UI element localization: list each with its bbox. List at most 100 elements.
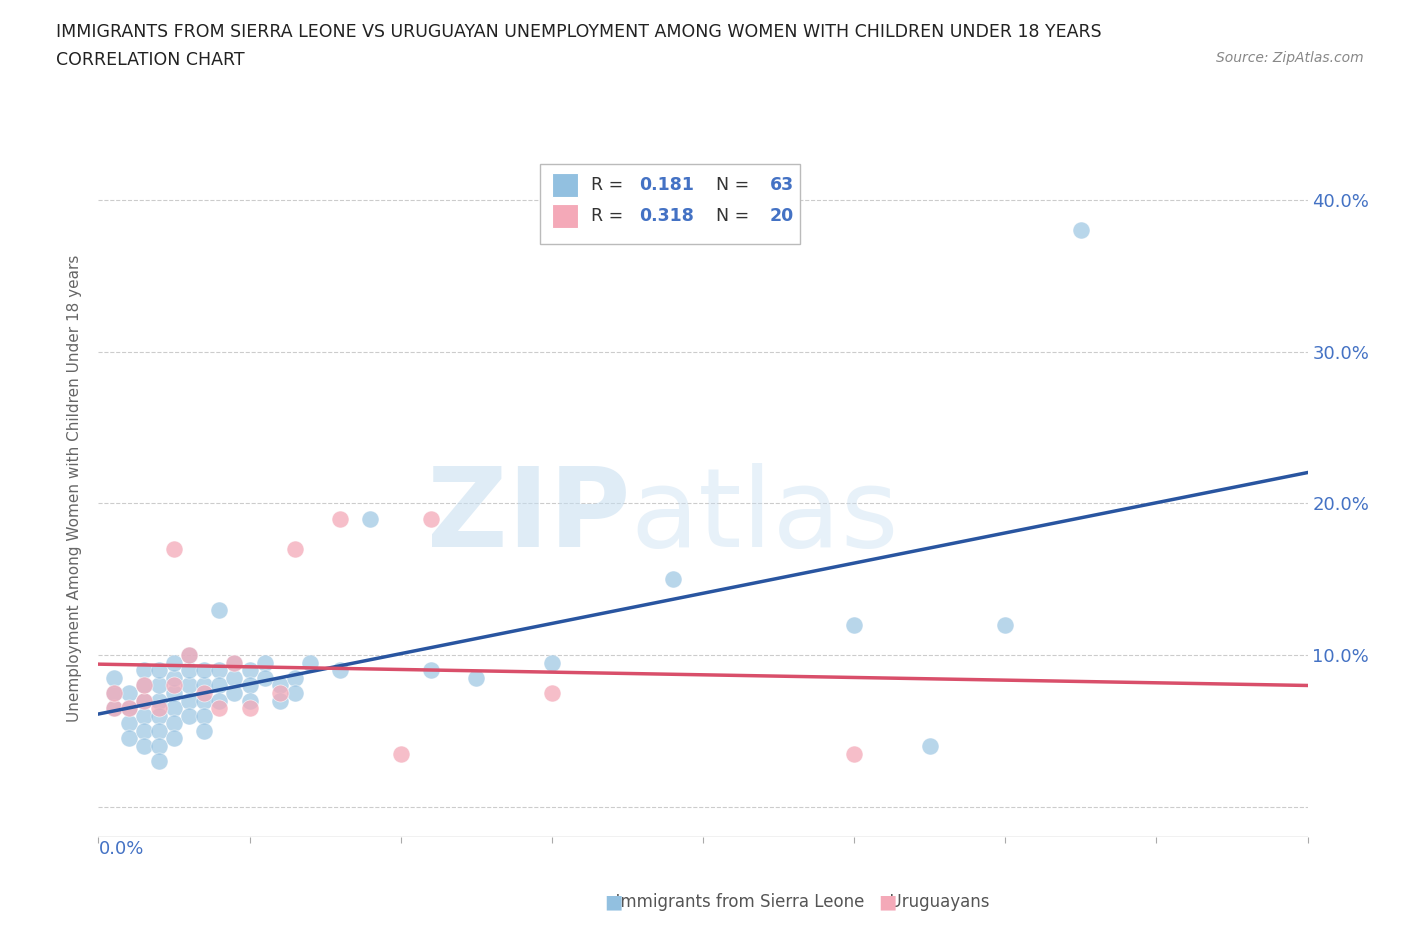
Point [1070, 223, 1092, 238]
Point [132, 693, 155, 708]
Point [284, 541, 307, 556]
Point [132, 663, 155, 678]
Point [208, 693, 231, 708]
Point [541, 685, 564, 700]
Point [208, 678, 231, 693]
Point [844, 746, 866, 761]
Point [132, 724, 155, 738]
Point [118, 731, 141, 746]
Point [103, 700, 125, 715]
Text: 0.181: 0.181 [638, 176, 695, 193]
Point [148, 709, 170, 724]
Point [118, 685, 141, 700]
Text: 0.0%: 0.0% [98, 841, 143, 858]
Point [269, 678, 291, 693]
Point [329, 663, 352, 678]
Point [193, 685, 215, 700]
Point [179, 663, 201, 678]
Point [239, 678, 262, 693]
Point [329, 512, 352, 526]
Point [148, 738, 170, 753]
Text: ■: ■ [879, 893, 897, 911]
Text: ZIP: ZIP [427, 462, 630, 570]
Point [224, 656, 246, 671]
Text: 0.318: 0.318 [638, 207, 693, 225]
Point [193, 663, 215, 678]
Point [148, 663, 170, 678]
Point [163, 716, 186, 731]
FancyBboxPatch shape [553, 173, 578, 197]
Point [239, 693, 262, 708]
Point [253, 671, 276, 685]
Text: 63: 63 [769, 176, 793, 193]
Text: atlas: atlas [630, 462, 898, 570]
Point [420, 663, 443, 678]
Text: N =: N = [706, 207, 755, 225]
Text: Immigrants from Sierra Leone: Immigrants from Sierra Leone [605, 893, 863, 911]
Point [118, 700, 141, 715]
Point [148, 693, 170, 708]
Point [132, 738, 155, 753]
Point [224, 656, 246, 671]
Point [269, 693, 291, 708]
Point [239, 700, 262, 715]
Point [163, 731, 186, 746]
Point [163, 671, 186, 685]
Point [844, 618, 866, 632]
Point [239, 663, 262, 678]
Point [208, 663, 231, 678]
Point [103, 685, 125, 700]
Point [103, 685, 125, 700]
Point [132, 693, 155, 708]
Point [360, 512, 382, 526]
Point [163, 700, 186, 715]
Point [193, 724, 215, 738]
Point [224, 685, 246, 700]
Point [918, 738, 941, 753]
Point [103, 671, 125, 685]
Point [179, 678, 201, 693]
Text: IMMIGRANTS FROM SIERRA LEONE VS URUGUAYAN UNEMPLOYMENT AMONG WOMEN WITH CHILDREN: IMMIGRANTS FROM SIERRA LEONE VS URUGUAYA… [56, 23, 1102, 41]
Point [253, 656, 276, 671]
Point [662, 572, 685, 587]
Point [224, 671, 246, 685]
Point [208, 602, 231, 617]
Point [389, 746, 412, 761]
Point [148, 753, 170, 768]
Point [163, 541, 186, 556]
Point [269, 685, 291, 700]
Text: Source: ZipAtlas.com: Source: ZipAtlas.com [1216, 51, 1364, 65]
Point [148, 724, 170, 738]
Y-axis label: Unemployment Among Women with Children Under 18 years: Unemployment Among Women with Children U… [67, 255, 83, 722]
Text: R =: R = [591, 207, 628, 225]
Point [994, 618, 1017, 632]
Point [163, 678, 186, 693]
Point [541, 656, 564, 671]
Point [284, 671, 307, 685]
Text: R =: R = [591, 176, 628, 193]
Point [193, 678, 215, 693]
Text: N =: N = [706, 176, 755, 193]
Text: 20: 20 [769, 207, 794, 225]
Point [193, 693, 215, 708]
Text: ■: ■ [605, 893, 623, 911]
Point [118, 716, 141, 731]
Point [299, 656, 322, 671]
Text: Uruguayans: Uruguayans [879, 893, 990, 911]
Point [420, 512, 443, 526]
Point [193, 709, 215, 724]
Point [179, 647, 201, 662]
Point [103, 700, 125, 715]
Point [163, 685, 186, 700]
Point [179, 693, 201, 708]
FancyBboxPatch shape [540, 164, 800, 245]
Point [132, 709, 155, 724]
Point [132, 678, 155, 693]
Point [465, 671, 488, 685]
Point [284, 685, 307, 700]
Text: CORRELATION CHART: CORRELATION CHART [56, 51, 245, 69]
Point [179, 647, 201, 662]
Point [179, 709, 201, 724]
Point [148, 700, 170, 715]
Point [132, 678, 155, 693]
